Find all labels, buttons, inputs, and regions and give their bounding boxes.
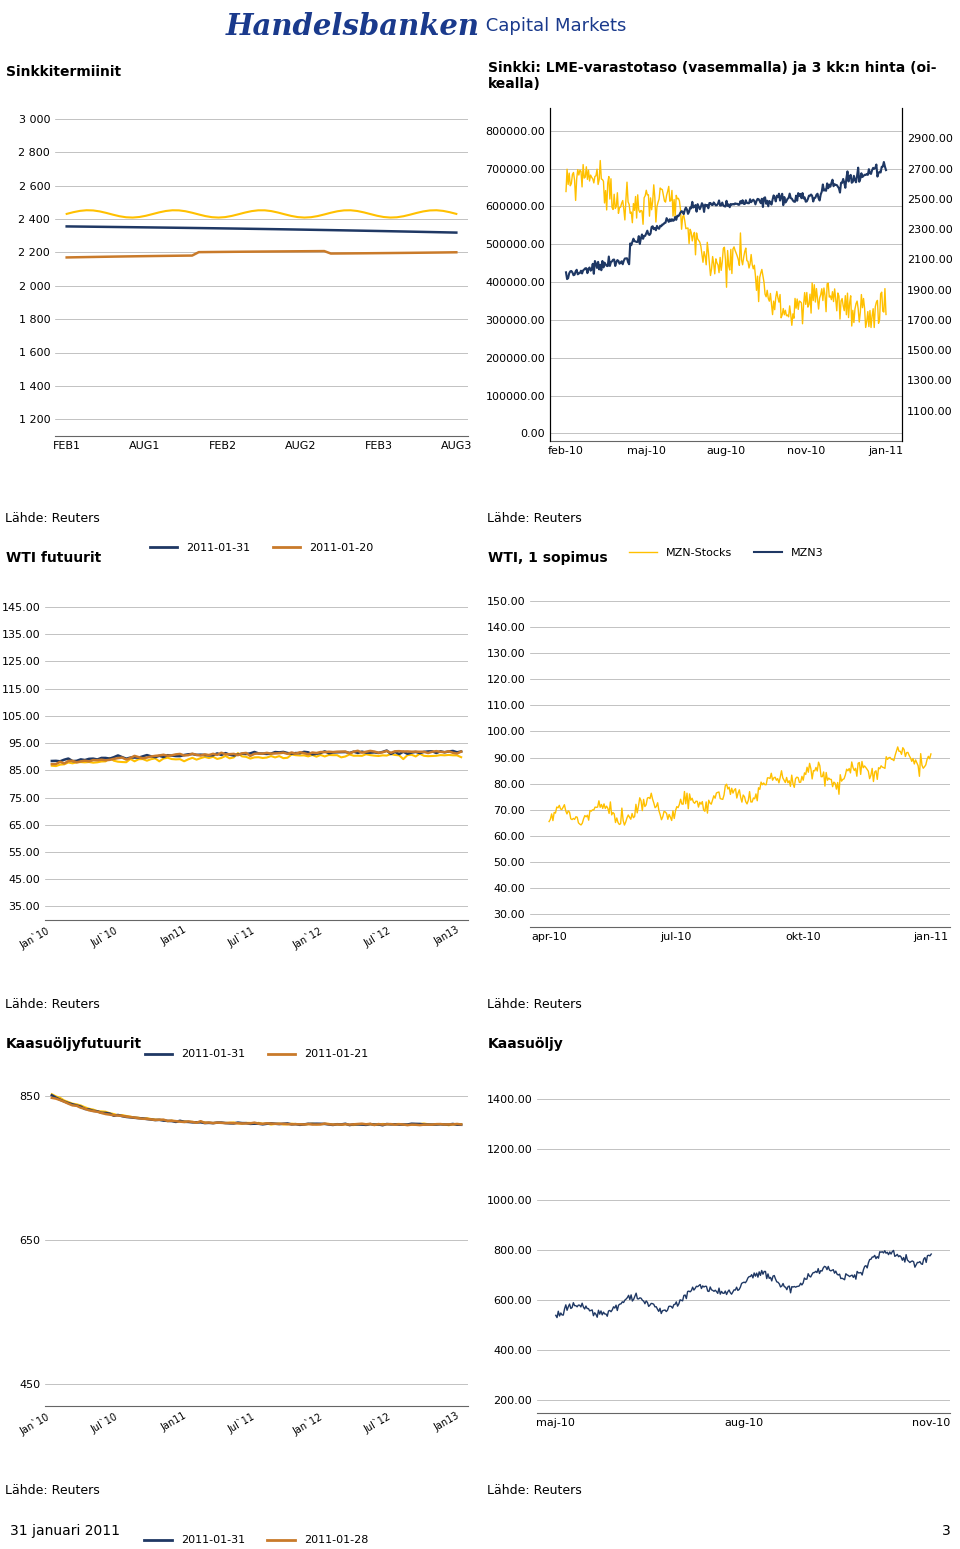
MZN-Stocks (852, 291, 863, 310)
MZN3 (751, 192, 762, 211)
Text: Sinkki: LME-varastotaso (vasemmalla) ja 3 kk:n hinta (oi-
kealla): Sinkki: LME-varastotaso (vasemmalla) ja … (488, 60, 936, 91)
Text: WTI, 1 sopimus: WTI, 1 sopimus (488, 551, 608, 565)
Line: MZN-Stocks: MZN-Stocks (566, 161, 886, 327)
MZN-Stocks (752, 266, 763, 285)
Legend: 2011-01-31, 2011-01-28: 2011-01-31, 2011-01-28 (140, 1530, 373, 1549)
MZN-Stocks (562, 160, 573, 178)
Text: Lähde: Reuters: Lähde: Reuters (487, 999, 582, 1011)
Legend: 2011-01-31, 2011-01-21: 2011-01-31, 2011-01-21 (140, 1046, 372, 1064)
MZN3 (562, 270, 573, 288)
Text: Lähde: Reuters: Lähde: Reuters (487, 1484, 582, 1498)
MZN-Stocks (757, 266, 769, 285)
Text: Lähde: Reuters: Lähde: Reuters (487, 513, 582, 525)
Text: Kaasuöljy: Kaasuöljy (488, 1036, 564, 1052)
MZN3 (880, 161, 892, 180)
MZN3 (752, 189, 763, 208)
Text: 31 januari 2011: 31 januari 2011 (10, 1524, 120, 1538)
MZN3 (831, 175, 843, 194)
Legend: 2011-01-31, 2011-01-20: 2011-01-31, 2011-01-20 (145, 539, 378, 558)
MZN3 (757, 198, 769, 217)
Text: Lähde: Reuters: Lähde: Reuters (5, 999, 100, 1011)
Legend: MZN-Stocks, MZN3: MZN-Stocks, MZN3 (624, 544, 828, 562)
Text: 3: 3 (942, 1524, 950, 1538)
Text: Handelsbanken: Handelsbanken (226, 12, 480, 40)
MZN3 (561, 263, 572, 282)
Line: MZN3: MZN3 (566, 163, 886, 279)
Text: Lähde: Reuters: Lähde: Reuters (5, 1484, 100, 1498)
MZN-Stocks (751, 280, 762, 299)
MZN3 (563, 270, 574, 288)
Text: WTI futuurit: WTI futuurit (6, 551, 101, 565)
MZN-Stocks (860, 318, 872, 336)
MZN-Stocks (831, 302, 843, 321)
Text: Capital Markets: Capital Markets (480, 17, 626, 36)
MZN3 (878, 153, 890, 172)
Text: Lähde: Reuters: Lähde: Reuters (5, 513, 100, 525)
MZN-Stocks (594, 152, 606, 170)
MZN3 (852, 166, 863, 184)
MZN-Stocks (561, 183, 572, 201)
MZN-Stocks (880, 305, 892, 324)
Text: Kaasuöljyfutuurit: Kaasuöljyfutuurit (6, 1036, 142, 1052)
Text: Sinkkitermiinit: Sinkkitermiinit (6, 65, 121, 79)
